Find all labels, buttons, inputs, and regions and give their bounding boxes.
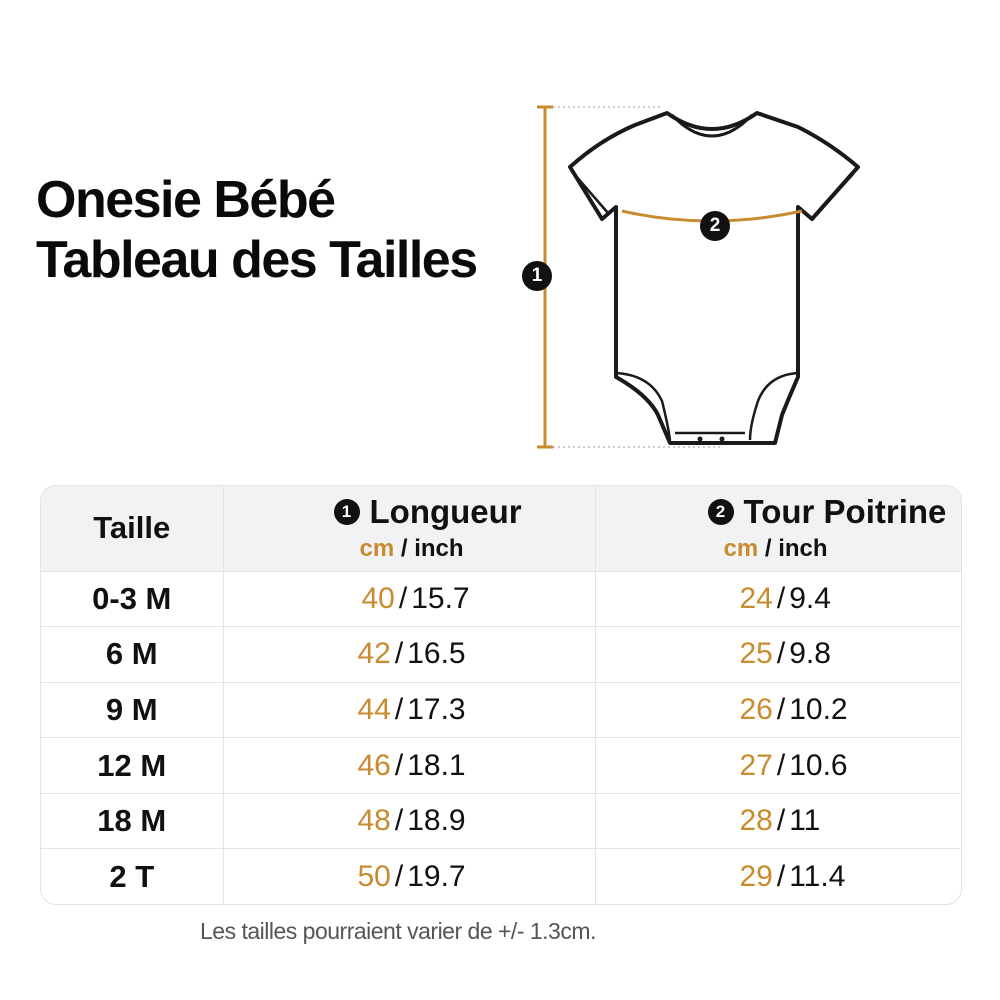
chest-cell: 27/10.6 (595, 737, 961, 794)
value-separator: / (394, 804, 404, 838)
size-column-header: Taille (41, 486, 224, 571)
size-cell: 6 M (41, 626, 224, 683)
size-cell: 0-3 M (41, 570, 224, 627)
length-cm-value: 50 (357, 859, 391, 893)
title-line-2: Tableau des Tailles (36, 231, 478, 289)
chest-inch-value: 10.6 (789, 748, 848, 782)
table-row: 12 M 46/18.1 27/10.6 (41, 737, 961, 794)
length-badge: 1 (522, 261, 552, 291)
length-cell: 42/16.5 (223, 626, 596, 683)
value-separator: / (394, 692, 404, 726)
length-cell: 50/19.7 (223, 848, 596, 904)
table-row: 18 M 48/18.9 28/11 (41, 792, 961, 849)
page-title: Onesie Bébé Tableau des Tailles (36, 170, 478, 290)
length-cm-value: 44 (357, 692, 391, 726)
chest-cell: 26/10.2 (595, 681, 961, 738)
length-unit-cm: cm (359, 535, 395, 563)
chest-cell: 29/11.4 (595, 848, 961, 904)
table-row: 9 M 44/17.3 26/10.2 (41, 681, 961, 738)
size-cell: 9 M (41, 681, 224, 738)
length-header-title: Longueur (369, 493, 522, 531)
title-line-1: Onesie Bébé (36, 171, 336, 229)
value-separator: / (776, 692, 786, 726)
chest-cm-value: 26 (739, 692, 773, 726)
length-cell: 44/17.3 (223, 681, 596, 738)
size-variation-footnote: Les tailles pourraient varier de +/- 1.3… (200, 918, 596, 944)
value-separator: / (394, 859, 404, 893)
length-column-header: 1 Longueur cm / inch (223, 486, 596, 571)
chest-cm-value: 28 (739, 804, 773, 838)
value-separator: / (394, 637, 404, 671)
table-row: 6 M 42/16.5 25/9.8 (41, 626, 961, 683)
length-cm-value: 40 (361, 581, 395, 615)
length-header-badge: 1 (333, 499, 360, 526)
value-separator: / (776, 581, 786, 615)
chest-column-header: 2 Tour Poitrine cm / inch (595, 486, 961, 571)
length-inch-value: 16.5 (407, 637, 466, 671)
chest-inch-value: 9.8 (789, 637, 831, 671)
table-header-row: Taille 1 Longueur cm / inch (41, 486, 961, 571)
value-separator: / (776, 637, 786, 671)
baby-onesie-icon (537, 105, 860, 449)
value-separator: / (398, 581, 408, 615)
length-unit-sep: / (400, 535, 408, 563)
value-separator: / (394, 748, 404, 782)
size-cell: 2 T (41, 848, 224, 904)
chest-inch-value: 10.2 (789, 692, 848, 726)
chest-badge: 2 (700, 211, 730, 241)
chest-cell: 25/9.8 (595, 626, 961, 683)
chest-cell: 28/11 (595, 792, 961, 849)
chest-cm-value: 25 (739, 637, 773, 671)
chest-cell: 24/9.4 (595, 570, 961, 627)
chest-inch-value: 11 (789, 804, 821, 838)
length-cm-value: 46 (357, 748, 391, 782)
chest-unit-inch: inch (778, 535, 828, 563)
length-inch-value: 15.7 (411, 581, 470, 615)
chest-cm-value: 27 (739, 748, 773, 782)
value-separator: / (776, 859, 786, 893)
chest-header-title: Tour Poitrine (743, 493, 947, 531)
chest-inch-value: 11.4 (789, 859, 846, 893)
size-cell: 18 M (41, 792, 224, 849)
length-cell: 40/15.7 (223, 570, 596, 627)
onesie-diagram: 1 2 (500, 95, 900, 465)
length-inch-value: 18.9 (407, 804, 466, 838)
chest-unit-sep: / (764, 535, 772, 563)
length-cell: 46/18.1 (223, 737, 596, 794)
length-cm-value: 42 (357, 637, 391, 671)
length-cell: 48/18.9 (223, 792, 596, 849)
chest-header-badge: 2 (707, 499, 734, 526)
chest-unit-cm: cm (723, 535, 759, 563)
chest-cm-value: 29 (739, 859, 773, 893)
length-inch-value: 19.7 (407, 859, 466, 893)
table-row: 2 T 50/19.7 29/11.4 (41, 848, 961, 904)
onesie-outline (568, 111, 860, 445)
table-row: 0-3 M 40/15.7 24/9.4 (41, 570, 961, 627)
length-inch-value: 17.3 (407, 692, 466, 726)
length-unit-inch: inch (414, 535, 464, 563)
length-inch-value: 18.1 (407, 748, 466, 782)
chest-cm-value: 24 (739, 581, 773, 615)
chest-inch-value: 9.4 (789, 581, 831, 615)
size-cell: 12 M (41, 737, 224, 794)
value-separator: / (776, 804, 786, 838)
size-chart-table: Taille 1 Longueur cm / inch (40, 485, 962, 905)
length-cm-value: 48 (357, 804, 391, 838)
value-separator: / (776, 748, 786, 782)
